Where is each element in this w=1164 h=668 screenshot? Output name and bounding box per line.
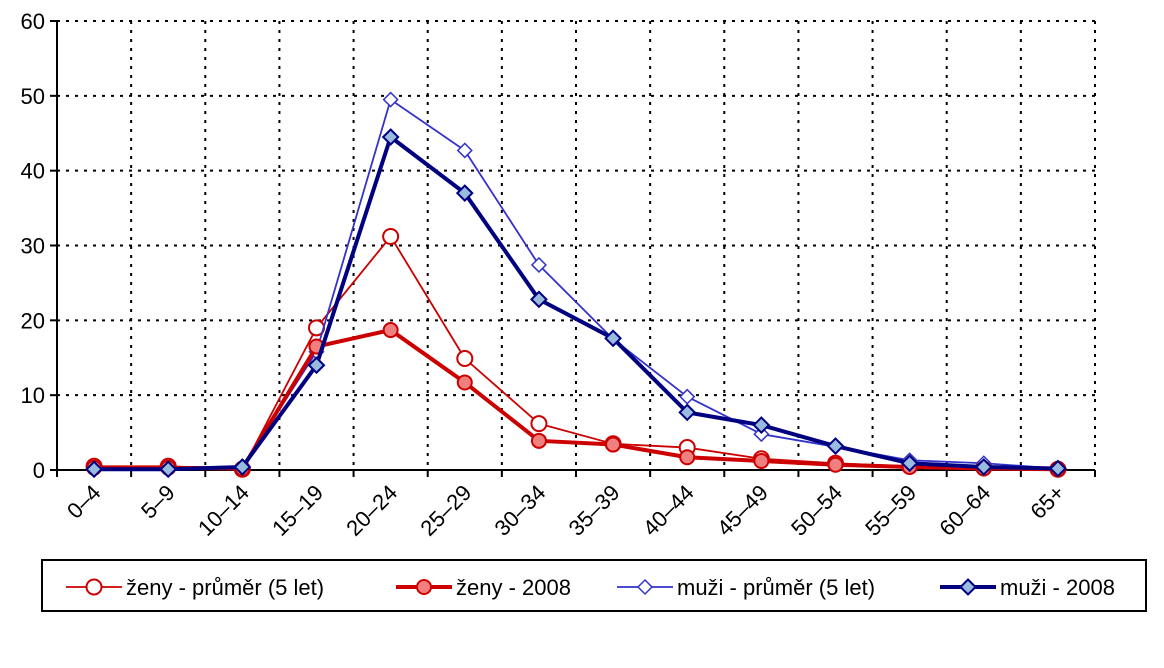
x-tick-label: 65+ [1025, 480, 1069, 524]
y-tick-label: 30 [21, 234, 45, 259]
series-line-0 [94, 235, 1058, 471]
data-point [530, 290, 548, 309]
legend-item-0: ženy - průměr (5 let) [66, 575, 324, 600]
data-point [605, 436, 622, 453]
series-line-3 [94, 134, 1058, 472]
x-tick-label: 45–49 [712, 480, 773, 541]
series-3 [85, 128, 1067, 479]
data-point [382, 322, 399, 339]
data-point [159, 460, 178, 479]
data-point [382, 228, 400, 246]
legend-swatch-marker [85, 578, 103, 596]
data-point [974, 458, 993, 476]
x-tick-label: 50–54 [786, 480, 847, 541]
legend-swatch-marker [959, 578, 977, 596]
y-tick-label: 20 [21, 308, 45, 333]
x-tick-label: 30–34 [490, 480, 551, 541]
legend: ženy - průměr (5 let) ženy - 2008 muži - p… [41, 559, 1147, 612]
x-tick-label: 60–64 [934, 480, 995, 541]
x-tick-label: 0–4 [62, 480, 106, 524]
data-point [85, 460, 103, 479]
data-point [753, 426, 770, 443]
legend-label: ženy - 2008 [456, 575, 571, 600]
x-tick-label: 40–44 [638, 480, 699, 541]
data-point [752, 416, 771, 435]
data-point [455, 184, 474, 203]
x-tick-label: 55–59 [860, 480, 921, 541]
data-point [678, 403, 697, 422]
data-point [753, 453, 770, 470]
x-tick-label: 35–39 [564, 480, 625, 541]
legend-item-3: muži - 2008 [940, 575, 1115, 600]
data-point [530, 415, 548, 433]
x-tick-label: 15–19 [267, 480, 328, 541]
legend-item-2: muži - průměr (5 let) [617, 575, 875, 600]
data-point [827, 456, 844, 473]
data-point [826, 437, 845, 455]
legend-swatch-marker [416, 579, 432, 595]
data-point [381, 128, 400, 146]
data-point [456, 142, 473, 159]
y-tick-label: 0 [33, 458, 45, 483]
legend-label: ženy - průměr (5 let) [126, 575, 324, 600]
legend-item-1: ženy - 2008 [396, 575, 571, 600]
series [85, 91, 1067, 479]
data-point [456, 349, 474, 367]
data-point [456, 374, 473, 391]
y-tick-label: 50 [21, 84, 45, 109]
data-point [233, 458, 252, 476]
legend-label: muži - průměr (5 let) [677, 575, 875, 600]
data-point [679, 449, 696, 466]
y-tick-label: 60 [21, 9, 45, 34]
x-tick-label: 10–14 [193, 480, 254, 541]
legend-label: muži - 2008 [1000, 575, 1115, 600]
data-point [530, 256, 547, 274]
x-tick-label: 5–9 [136, 480, 180, 524]
data-point [530, 432, 547, 449]
data-point [307, 356, 326, 375]
y-tick-label: 10 [21, 383, 45, 408]
grid [57, 20, 1096, 470]
data-point [900, 454, 919, 473]
legend-swatch-marker [636, 578, 654, 596]
data-point [382, 91, 399, 108]
data-point [604, 329, 622, 348]
x-tick-label: 20–24 [341, 480, 402, 541]
y-tick-label: 40 [21, 159, 45, 184]
x-tick-label: 25–29 [415, 480, 476, 541]
data-point [1049, 459, 1067, 478]
